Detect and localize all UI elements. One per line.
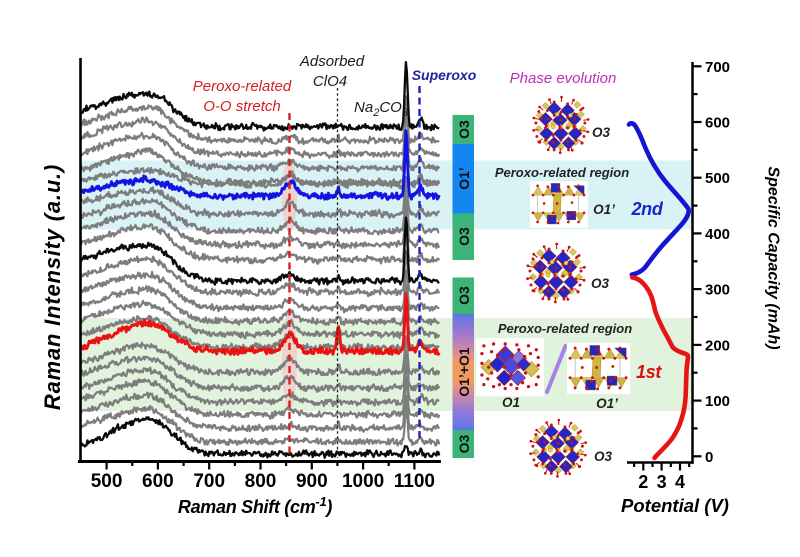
svg-text:700: 700 bbox=[193, 471, 225, 492]
svg-text:200: 200 bbox=[705, 337, 730, 354]
svg-text:O1’+O1: O1’+O1 bbox=[456, 347, 472, 397]
svg-text:O3: O3 bbox=[594, 449, 613, 464]
svg-text:O3: O3 bbox=[456, 434, 472, 453]
svg-text:4: 4 bbox=[675, 472, 685, 492]
svg-text:ClO4: ClO4 bbox=[313, 73, 347, 90]
svg-text:Specific Capacity (mAh): Specific Capacity (mAh) bbox=[765, 166, 782, 349]
svg-text:O3: O3 bbox=[591, 276, 610, 291]
svg-text:700: 700 bbox=[705, 59, 730, 76]
svg-text:Raman Intensity (a.u.): Raman Intensity (a.u.) bbox=[40, 164, 65, 410]
svg-text:400: 400 bbox=[705, 226, 730, 243]
svg-text:100: 100 bbox=[705, 393, 730, 410]
svg-text:Na2CO3: Na2CO3 bbox=[354, 99, 409, 119]
svg-text:Raman Shift (cm-1): Raman Shift (cm-1) bbox=[178, 494, 333, 517]
svg-text:500: 500 bbox=[91, 471, 123, 492]
svg-text:2nd: 2nd bbox=[630, 199, 663, 219]
svg-text:Superoxo: Superoxo bbox=[412, 67, 477, 83]
svg-text:O3: O3 bbox=[456, 120, 472, 139]
svg-text:O1’: O1’ bbox=[596, 396, 618, 411]
svg-text:O1: O1 bbox=[502, 395, 520, 410]
svg-text:600: 600 bbox=[705, 115, 730, 132]
svg-text:1st: 1st bbox=[636, 362, 662, 382]
svg-text:Potential (V): Potential (V) bbox=[621, 495, 729, 516]
svg-text:0: 0 bbox=[705, 449, 713, 466]
svg-text:1000: 1000 bbox=[342, 471, 384, 492]
svg-text:300: 300 bbox=[705, 282, 730, 299]
svg-text:O3: O3 bbox=[592, 125, 611, 140]
svg-text:500: 500 bbox=[705, 170, 730, 187]
svg-text:800: 800 bbox=[245, 471, 277, 492]
svg-text:Adsorbed: Adsorbed bbox=[299, 53, 365, 70]
svg-text:O1’: O1’ bbox=[593, 202, 615, 217]
svg-text:Peroxo-related region: Peroxo-related region bbox=[498, 321, 632, 336]
svg-text:O3: O3 bbox=[456, 286, 472, 305]
svg-text:1100: 1100 bbox=[394, 471, 435, 492]
svg-text:2: 2 bbox=[638, 472, 648, 492]
svg-text:3: 3 bbox=[657, 472, 667, 492]
svg-text:O1’: O1’ bbox=[456, 167, 472, 190]
svg-text:600: 600 bbox=[142, 471, 174, 492]
svg-text:Peroxo-related: Peroxo-related bbox=[193, 78, 292, 95]
svg-text:O3: O3 bbox=[456, 227, 472, 246]
svg-text:Phase evolution: Phase evolution bbox=[510, 70, 617, 87]
svg-text:900: 900 bbox=[296, 471, 328, 492]
svg-text:Peroxo-related region: Peroxo-related region bbox=[495, 165, 629, 180]
svg-text:O-O stretch: O-O stretch bbox=[203, 98, 281, 115]
